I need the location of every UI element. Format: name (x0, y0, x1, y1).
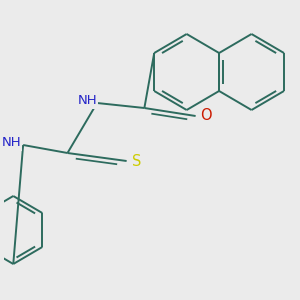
Text: NH: NH (77, 94, 97, 107)
Text: S: S (132, 154, 141, 169)
Text: NH: NH (2, 136, 21, 149)
Text: O: O (200, 109, 211, 124)
